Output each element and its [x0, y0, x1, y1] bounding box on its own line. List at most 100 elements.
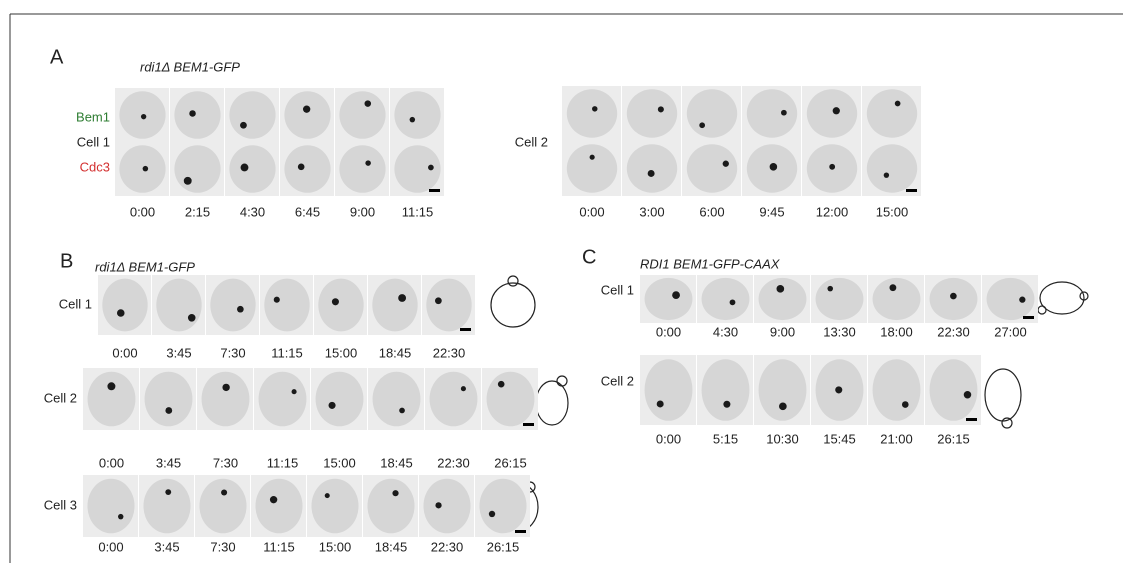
figure: A rdi1Δ BEM1-GFP Bem1 Cell 1 Cdc3 Cell 2…: [0, 0, 1123, 563]
time-label: 2:15: [185, 204, 210, 219]
bud-spot: [781, 110, 787, 116]
cell-image: [747, 89, 797, 137]
cell-image: [102, 279, 147, 332]
time-label: 7:30: [220, 345, 245, 360]
bud-spot: [699, 122, 705, 128]
bud-spot: [143, 166, 149, 172]
scale-bar: [1023, 316, 1034, 319]
time-label: 9:00: [350, 204, 375, 219]
time-label: 15:00: [325, 345, 358, 360]
bud-spot: [895, 101, 901, 107]
bud-spot: [435, 297, 442, 304]
bud-spot: [270, 496, 277, 503]
bud-spot: [365, 100, 371, 106]
bud-spot: [827, 286, 833, 292]
bud-spot: [776, 285, 784, 293]
cell-image: [318, 279, 363, 332]
cell-image: [930, 359, 978, 421]
cell-image: [284, 91, 330, 139]
scale-bar: [429, 189, 440, 192]
time-label: 18:00: [880, 324, 913, 339]
cell-image: [873, 359, 921, 421]
time-label: 18:45: [379, 345, 412, 360]
bud-spot: [833, 107, 840, 114]
bud-spot: [590, 155, 595, 160]
cell-label: Cell 2: [515, 134, 548, 149]
bud-spot: [392, 490, 398, 496]
bud-spot: [461, 386, 466, 391]
time-label: 0:00: [656, 431, 681, 446]
cell-image: [702, 278, 750, 320]
time-label: 6:45: [295, 204, 320, 219]
bud-spot: [237, 306, 244, 313]
cell-image: [87, 479, 134, 534]
bud-spot: [298, 163, 305, 170]
cell-image: [199, 479, 246, 534]
cell-image: [816, 278, 864, 320]
bud-spot: [399, 408, 405, 414]
bud-spot: [141, 114, 146, 119]
scale-bar: [523, 423, 534, 426]
bud-spot: [489, 511, 495, 517]
time-label: 4:30: [713, 324, 738, 339]
bud-spot: [410, 117, 415, 122]
panel-letter: A: [50, 46, 64, 68]
time-label: 0:00: [130, 204, 155, 219]
bud-spot: [657, 400, 664, 407]
time-label: 12:00: [816, 204, 849, 219]
cell-image: [174, 145, 220, 193]
time-label: 9:00: [770, 324, 795, 339]
scale-bar: [515, 530, 526, 533]
cell-image: [372, 279, 417, 332]
bud-spot: [672, 291, 680, 299]
scale-bar: [460, 328, 471, 331]
channel-label: Cdc3: [80, 159, 110, 174]
bud-spot: [730, 299, 736, 305]
time-label: 15:00: [876, 204, 909, 219]
bud-spot: [241, 164, 249, 172]
cell-image: [339, 91, 385, 139]
cell-image: [316, 372, 364, 427]
bud-spot: [498, 381, 505, 388]
cell-image: [264, 279, 309, 332]
cell-image: [156, 279, 201, 332]
bud-spot: [240, 122, 247, 129]
time-label: 9:45: [759, 204, 784, 219]
bud-spot: [964, 391, 971, 398]
cell-image: [255, 479, 302, 534]
bud-spot: [292, 389, 297, 394]
cell-image: [702, 359, 750, 421]
bud-spot: [398, 294, 406, 302]
bud-spot: [884, 172, 889, 177]
time-label: 22:30: [433, 345, 466, 360]
scale-bar: [906, 189, 917, 192]
panel-letter: B: [60, 250, 73, 272]
bud-spot: [1019, 297, 1025, 303]
cell-image: [627, 89, 677, 137]
bud-spot: [274, 297, 280, 303]
cell-image: [987, 278, 1035, 320]
cell-image: [88, 372, 136, 427]
time-label: 11:15: [402, 204, 434, 219]
bud-spot: [222, 384, 229, 391]
bud-spot: [189, 110, 196, 117]
cell-image: [627, 144, 677, 192]
cell-label: Cell 3: [44, 497, 77, 512]
bud-spot: [332, 298, 339, 305]
time-label: 5:15: [713, 431, 738, 446]
bud-spot: [118, 514, 123, 519]
bud-spot: [648, 170, 655, 177]
channel-label: Bem1: [76, 109, 110, 124]
panel-title: rdi1Δ BEM1-GFP: [95, 259, 195, 274]
cell-image: [311, 479, 358, 534]
time-label: 18:45: [380, 455, 413, 470]
time-label: 27:00: [994, 324, 1027, 339]
bud-spot: [592, 106, 597, 111]
cell-image: [645, 359, 693, 421]
time-label: 3:00: [639, 204, 664, 219]
time-label: 15:45: [823, 431, 856, 446]
cell-image: [143, 479, 190, 534]
cell-image: [145, 372, 193, 427]
cell-image: [759, 278, 807, 320]
panel-letter: C: [582, 246, 596, 268]
